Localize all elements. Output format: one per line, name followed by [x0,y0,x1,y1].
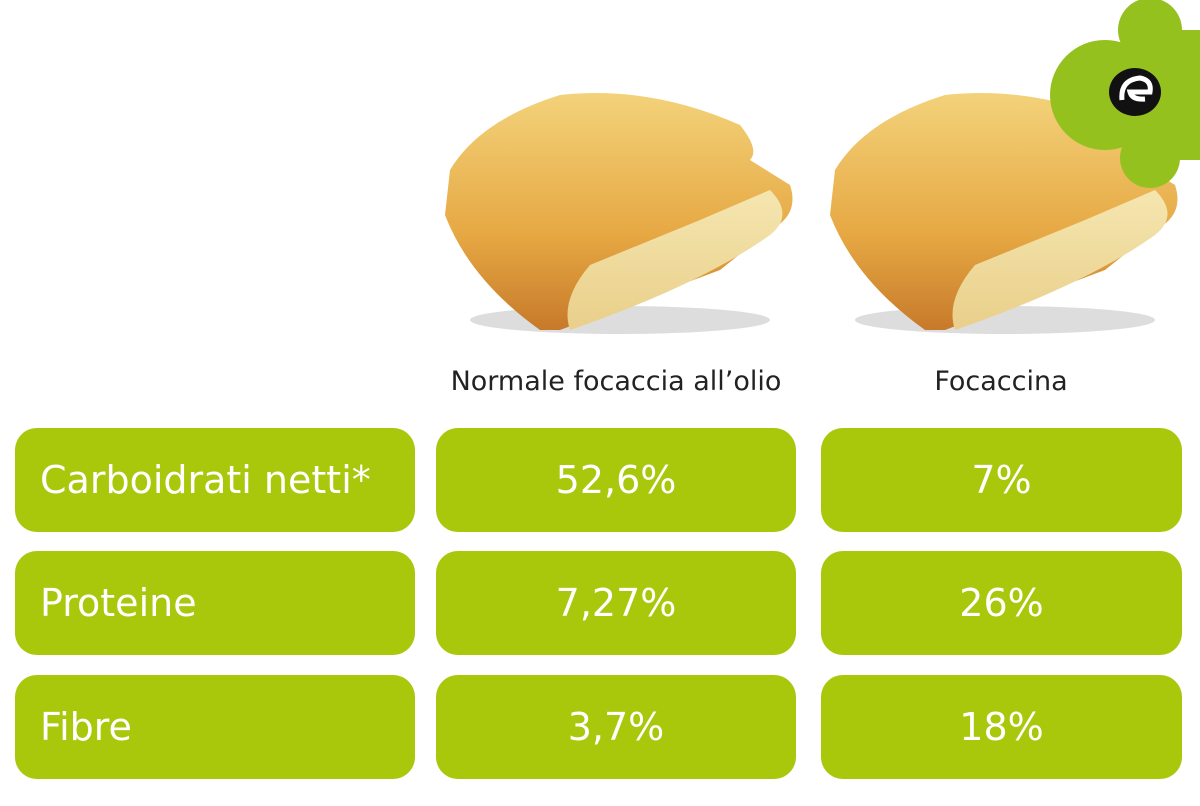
illustrations [445,0,1200,334]
column-header: Normale focaccia all’olio [450,366,782,397]
value-cell: 18% [821,675,1182,779]
column-header: Focaccina [934,366,1068,397]
value-cell: 52,6% [436,428,796,532]
row-label: Carboidrati netti* [15,428,415,532]
logo [1050,0,1200,188]
value-cell: 7% [821,428,1182,532]
value-cell: 26% [821,551,1182,655]
focaccina-image [830,93,1178,334]
value-cell: 7,27% [436,551,796,655]
row-label: Proteine [15,551,415,655]
row-label: Fibre [15,675,415,779]
focaccia-image [445,93,793,334]
value-cell: 3,7% [436,675,796,779]
